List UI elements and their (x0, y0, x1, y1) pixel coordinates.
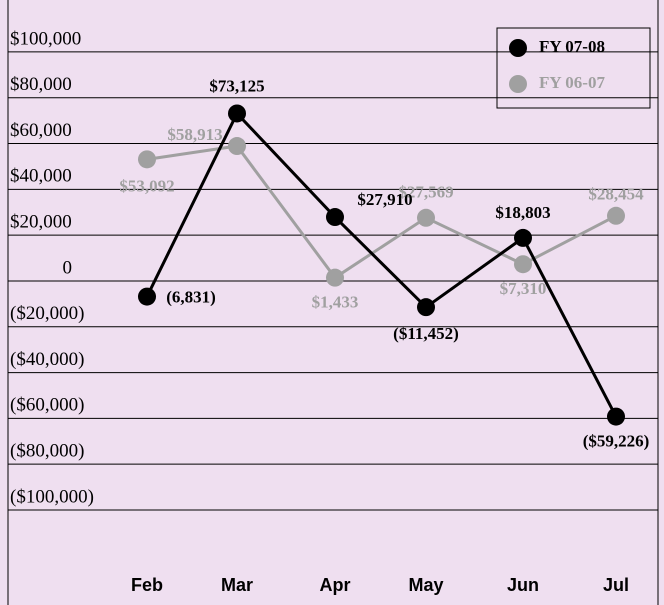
y-tick-label: ($20,000) (10, 303, 84, 324)
legend-label: FY 06-07 (539, 73, 605, 92)
value-label: $53,092 (119, 176, 174, 195)
y-tick-label: $40,000 (10, 166, 72, 187)
value-label: $7,310 (500, 279, 547, 298)
point (326, 208, 344, 227)
value-label: $27,910 (357, 190, 412, 209)
y-tick-label: ($80,000) (10, 441, 84, 462)
value-label: ($11,452) (393, 324, 459, 343)
point (607, 407, 625, 426)
legend-label: FY 07-08 (539, 37, 605, 56)
point (138, 287, 156, 306)
x-tick-label: Feb (131, 575, 163, 595)
y-tick-label: $20,000 (10, 211, 72, 232)
value-label: $58,913 (167, 125, 222, 144)
value-label: (6,831) (166, 288, 216, 307)
point (228, 104, 246, 123)
y-tick-label: ($100,000) (10, 486, 94, 507)
y-tick-label: $80,000 (10, 74, 72, 95)
x-tick-label: Apr (320, 575, 351, 595)
x-tick-label: Jun (507, 575, 539, 595)
legend-box (496, 27, 651, 109)
x-tick-label: Mar (221, 575, 253, 595)
point (326, 268, 344, 287)
y-tick-label: ($60,000) (10, 395, 84, 416)
y-tick-label: $100,000 (10, 28, 81, 49)
y-tick-label: ($40,000) (10, 349, 84, 370)
value-label: $28,454 (588, 185, 644, 204)
legend-marker (509, 39, 527, 57)
value-label: $73,125 (209, 76, 264, 95)
line (146, 144, 617, 280)
legend-marker (509, 75, 527, 93)
x-tick-label: Jul (603, 575, 629, 595)
point (417, 208, 435, 227)
value-label: $1,433 (312, 293, 359, 312)
value-label: $18,803 (495, 203, 550, 222)
line (145, 110, 618, 418)
y-tick-label: $60,000 (10, 120, 72, 141)
point (228, 137, 246, 156)
point (417, 298, 435, 317)
point (514, 255, 532, 274)
value-label: $27,569 (398, 183, 453, 202)
x-tick-label: May (408, 575, 443, 595)
point (138, 150, 156, 169)
point (607, 206, 625, 225)
point (514, 228, 532, 247)
y-tick-label: 0 (63, 257, 73, 278)
value-label: ($59,226) (583, 432, 650, 451)
